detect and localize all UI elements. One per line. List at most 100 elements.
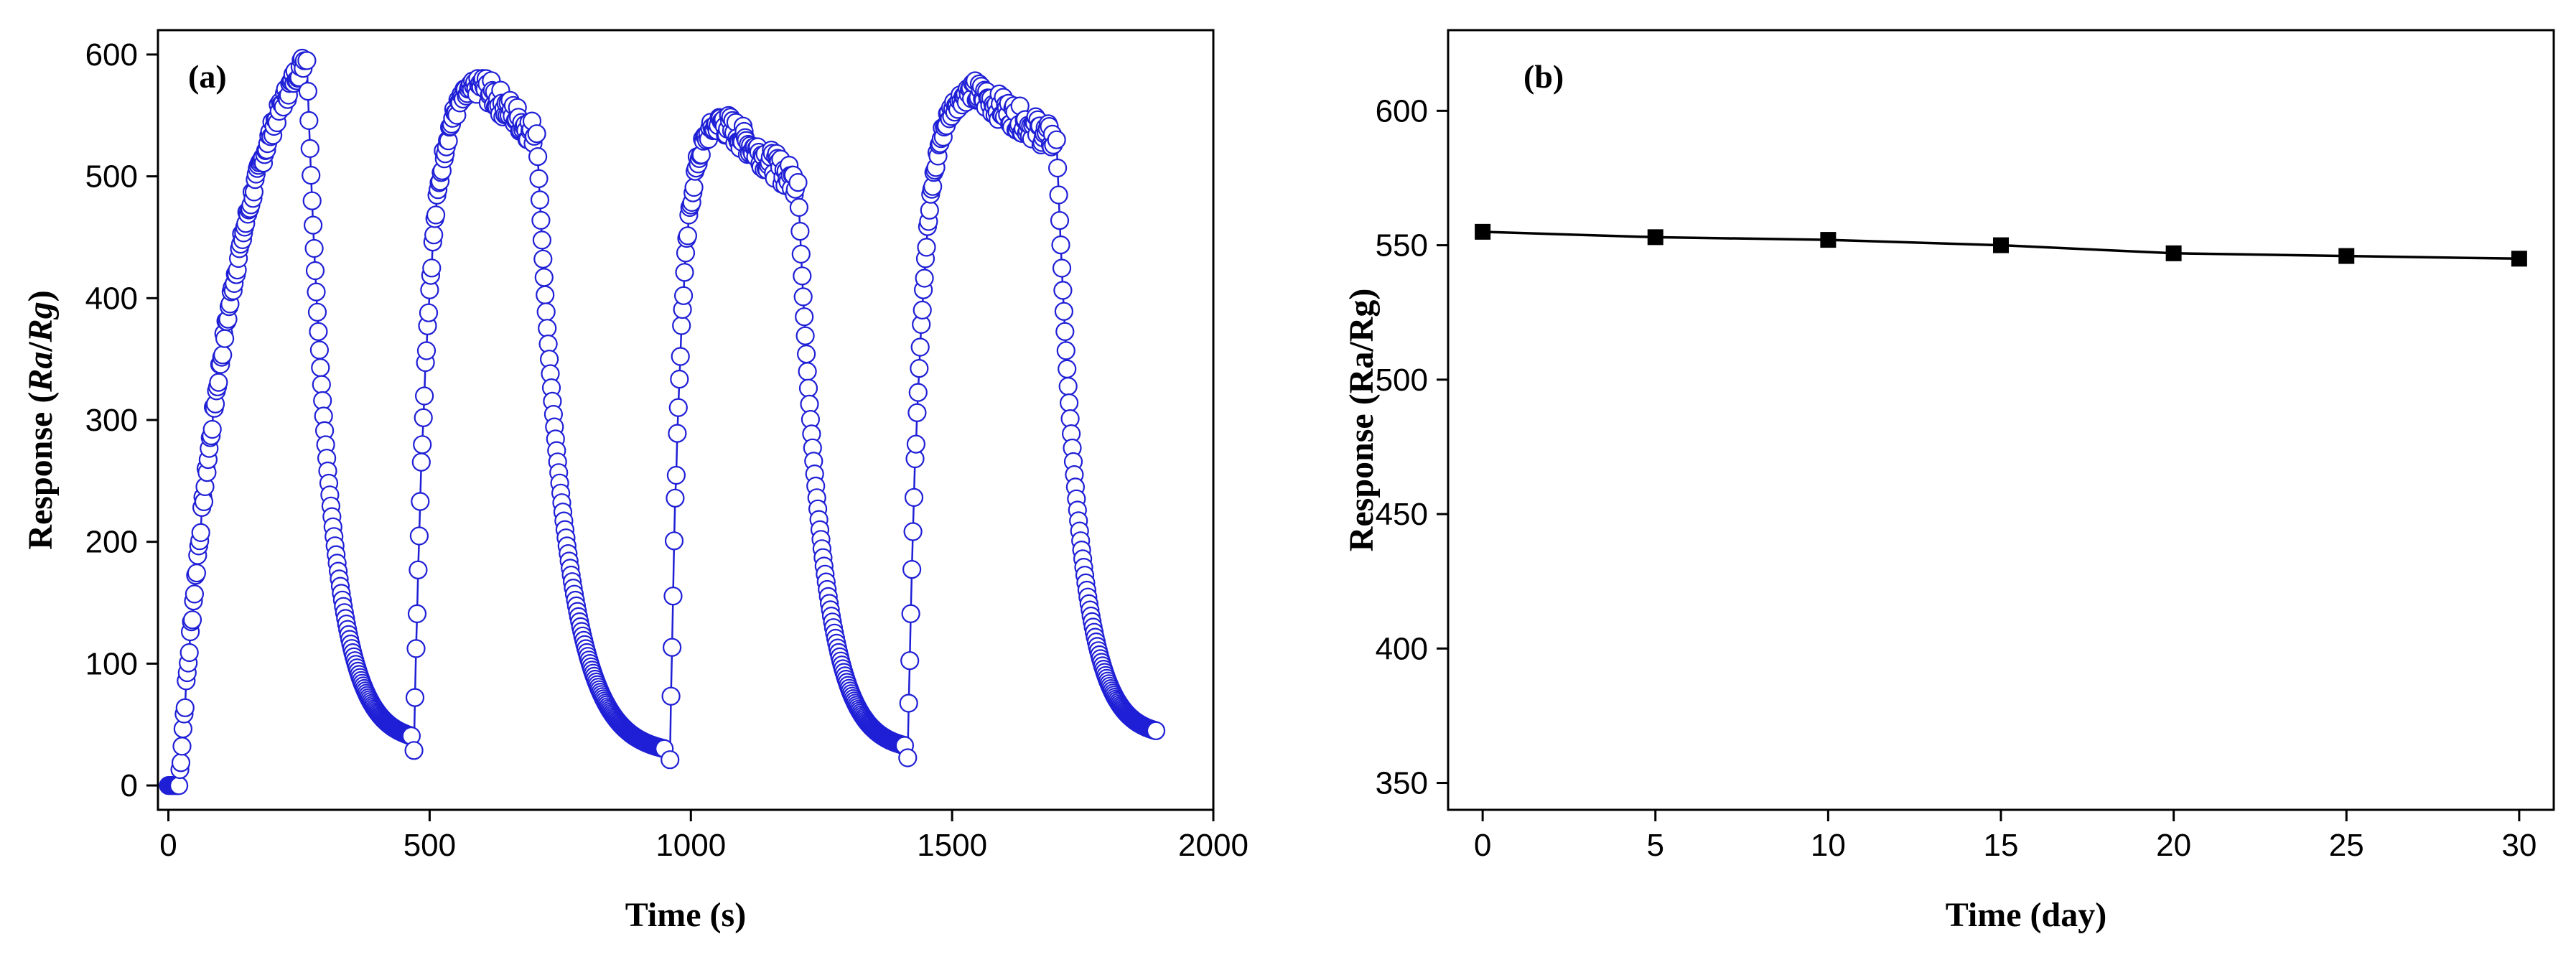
data-point-a — [538, 319, 557, 338]
data-point-a — [798, 378, 818, 398]
data-point-a — [1049, 185, 1068, 205]
x-tick-label-b: 25 — [2329, 828, 2364, 863]
data-point-a — [297, 51, 317, 70]
data-point-a — [920, 200, 939, 220]
data-point-b — [1647, 229, 1663, 246]
data-point-a — [898, 748, 918, 767]
data-point-a — [422, 258, 442, 278]
y-axis-title-a-part: Response ( — [22, 392, 60, 550]
data-point-a — [1146, 721, 1166, 740]
y-tick-label-b: 450 — [1376, 497, 1428, 532]
y-axis-title-a: Response (Ra/Rg) — [22, 290, 60, 549]
data-point-a — [405, 688, 425, 707]
data-point-a — [312, 375, 331, 394]
x-tick-label-b: 20 — [2156, 828, 2191, 863]
data-point-a — [906, 434, 926, 454]
data-point-a — [530, 190, 550, 210]
data-point-a — [666, 488, 685, 508]
data-point-a — [910, 358, 929, 378]
data-point-a — [407, 604, 427, 624]
data-point-a — [416, 341, 437, 360]
data-point-a — [179, 643, 199, 663]
data-point-a — [215, 329, 235, 348]
data-point-a — [899, 694, 918, 713]
data-point-a — [663, 587, 683, 606]
data-point-a — [1055, 322, 1075, 341]
x-tick-label-b: 5 — [1647, 828, 1664, 863]
data-point-a — [675, 263, 694, 282]
data-point-a — [313, 391, 332, 411]
data-point-a — [917, 238, 936, 257]
data-point-a — [414, 386, 434, 406]
data-point-a — [795, 307, 814, 327]
y-tick-label-b: 350 — [1376, 766, 1428, 801]
data-point-a — [793, 287, 813, 307]
x-tick-label-a: 2000 — [1178, 828, 1249, 863]
data-series-b — [1475, 223, 2527, 267]
data-point-a — [202, 419, 222, 439]
data-point-a — [662, 638, 682, 657]
axis-ticks-b — [1437, 109, 2521, 821]
data-point-a — [795, 326, 815, 345]
data-point-a — [414, 408, 433, 427]
x-axis-title-a: Time (s) — [625, 896, 746, 934]
data-point-a — [901, 604, 920, 623]
y-tick-label-a: 400 — [85, 281, 138, 316]
data-point-a — [903, 522, 923, 541]
data-point-a — [419, 303, 439, 322]
data-point-a — [1047, 130, 1066, 149]
data-point-a — [1058, 376, 1078, 396]
data-point-a — [668, 424, 687, 443]
data-point-a — [413, 435, 432, 454]
data-point-a — [536, 302, 556, 322]
data-point-a — [426, 205, 446, 225]
data-point-a — [529, 169, 549, 188]
y-tick-label-a: 0 — [121, 768, 138, 803]
y-tick-label-a: 600 — [85, 37, 138, 73]
data-point-a — [404, 741, 424, 760]
x-tick-label-a: 1500 — [917, 828, 987, 863]
x-tick-label-a: 0 — [159, 828, 177, 863]
data-point-a — [1051, 235, 1070, 255]
data-point-a — [533, 249, 553, 269]
tick-labels-b: 0 5 10 15 20 25 30 350 400 450 500 550 600 — [1376, 93, 2537, 863]
data-point-a — [528, 147, 548, 167]
y-tick-label-b: 400 — [1376, 631, 1428, 666]
data-point-a — [534, 268, 554, 287]
y-tick-label-b: 600 — [1376, 93, 1428, 129]
data-point-a — [661, 750, 680, 770]
data-point-a — [302, 191, 322, 210]
data-point-a — [311, 358, 330, 378]
data-point-a — [668, 398, 688, 417]
data-point-b — [2165, 245, 2182, 261]
data-point-a — [1058, 359, 1077, 379]
data-point-a — [1050, 211, 1070, 230]
data-point-a — [671, 347, 690, 366]
x-tick-label-b: 0 — [1474, 828, 1491, 863]
data-point-a — [661, 686, 681, 706]
data-point-a — [213, 345, 233, 365]
data-point-a — [191, 523, 210, 543]
data-point-a — [664, 531, 684, 551]
data-point-a — [172, 737, 192, 756]
y-tick-label-b: 500 — [1376, 363, 1428, 398]
x-tick-label-b: 15 — [1984, 828, 2019, 863]
data-point-a — [910, 337, 930, 357]
data-point-a — [796, 345, 816, 364]
data-point-a — [406, 639, 426, 658]
data-point-a — [666, 465, 686, 485]
data-point-a — [788, 173, 808, 192]
data-point-a — [900, 651, 920, 671]
data-point-a — [171, 753, 191, 772]
data-point-a — [670, 369, 689, 389]
data-point-a — [411, 492, 430, 511]
data-series-a — [159, 48, 1166, 795]
data-point-b — [1820, 232, 1837, 248]
data-point-a — [169, 776, 189, 795]
data-point-a — [791, 244, 811, 263]
data-point-a — [409, 560, 428, 579]
x-tick-label-a: 500 — [403, 828, 456, 863]
data-point-a — [1056, 341, 1075, 360]
data-point-a — [307, 282, 326, 302]
